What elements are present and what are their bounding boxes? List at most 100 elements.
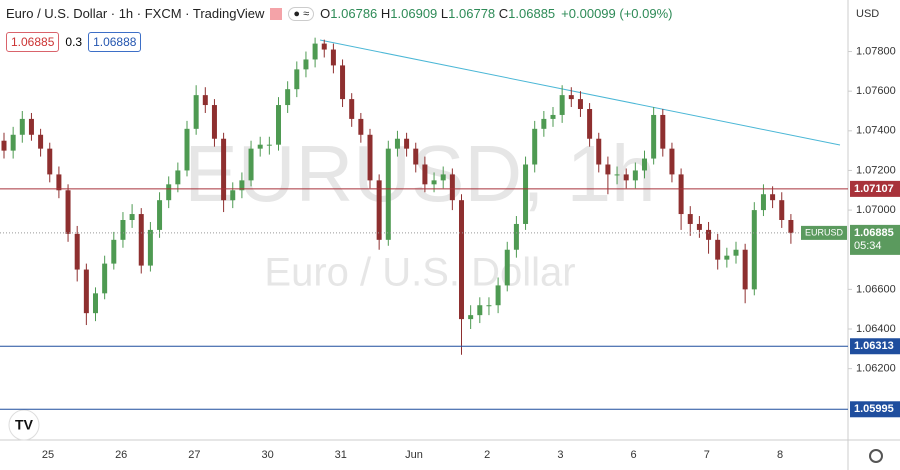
- candle-body: [523, 164, 529, 224]
- last-price-tag: [850, 224, 900, 255]
- ohlc-label: L: [440, 6, 449, 21]
- candle-body: [330, 49, 336, 66]
- status: ● ≈: [288, 6, 315, 21]
- candle-body: [422, 164, 428, 185]
- ohlc-value: 1.06778: [448, 6, 496, 21]
- x-tick-label: 3: [557, 449, 563, 461]
- candle-body: [239, 180, 245, 191]
- candle-body: [93, 293, 98, 314]
- candle-body: [56, 174, 62, 191]
- candle-body: [632, 170, 638, 181]
- last-price-label: 1.06885: [854, 227, 894, 239]
- candle-body: [211, 105, 217, 139]
- candle-body: [696, 223, 702, 230]
- candle-body: [733, 249, 739, 256]
- candle-body: [623, 174, 629, 181]
- candle-body: [312, 43, 318, 60]
- candle-body: [440, 174, 446, 181]
- candle-body: [358, 118, 364, 135]
- y-tick-label: 1.07000: [856, 204, 896, 216]
- candle-body: [477, 305, 483, 316]
- candle-body: [266, 144, 272, 146]
- candle-body: [550, 114, 556, 119]
- candle-body: [751, 210, 757, 290]
- candle-body: [1, 140, 7, 151]
- ohlc-label: C: [498, 6, 509, 21]
- candle-body: [10, 134, 16, 151]
- candle-body: [230, 190, 236, 201]
- candle-body: [513, 223, 519, 250]
- x-tick-label: 26: [115, 449, 127, 461]
- x-tick-label: 30: [261, 449, 273, 461]
- y-tick-label: 1.06600: [856, 283, 896, 295]
- candle-body: [605, 164, 611, 175]
- candle-body: [65, 190, 71, 234]
- price-tag-label: 1.07107: [854, 183, 894, 195]
- candle-body: [788, 220, 794, 233]
- candle-body: [303, 59, 309, 70]
- candle-body: [367, 134, 373, 181]
- candle-body: [651, 114, 657, 159]
- y-tick-label: 1.07200: [856, 164, 896, 176]
- candle-body: [285, 89, 291, 106]
- candle-body: [120, 220, 126, 240]
- candle-body: [742, 249, 748, 290]
- candle-body: [221, 138, 227, 201]
- candle-body: [504, 249, 510, 286]
- ohlc-label: H: [380, 6, 391, 21]
- x-tick-label: 8: [777, 449, 783, 461]
- ohlc-value: 1.06786: [330, 6, 378, 21]
- price-tag: [850, 180, 900, 197]
- candle-body: [587, 109, 593, 139]
- candle-body: [376, 180, 382, 240]
- settings-icon[interactable]: [869, 449, 883, 463]
- candle-body: [28, 118, 34, 135]
- candle-body: [166, 184, 172, 201]
- x-tick-label: 7: [704, 449, 710, 461]
- candle-body: [577, 99, 583, 110]
- candle-body: [83, 269, 89, 314]
- change: +0.00099 (+0.09%): [561, 6, 673, 21]
- candle-body: [706, 229, 712, 240]
- candle-body: [111, 239, 117, 264]
- candle-body: [202, 95, 208, 106]
- candle-body: [385, 148, 391, 240]
- symbol-tag-label: EURUSD: [805, 227, 844, 237]
- candle-body: [779, 200, 785, 220]
- x-tick-label: 31: [335, 449, 347, 461]
- buy-button[interactable]: 1.06888: [88, 32, 142, 52]
- candle-body: [157, 200, 163, 230]
- y-tick-label: 1.07400: [856, 125, 896, 137]
- countdown: 05:34: [854, 240, 882, 252]
- x-tick-label: 27: [188, 449, 200, 461]
- candle-body: [349, 99, 355, 119]
- candle-body: [47, 148, 53, 175]
- candle-body: [248, 148, 254, 181]
- candle-body: [394, 138, 400, 149]
- candle-body: [559, 95, 565, 115]
- ohlc-value: 1.06885: [508, 6, 556, 21]
- candles: [1, 37, 794, 355]
- ohlc-label: O: [320, 6, 331, 21]
- candle-body: [193, 95, 199, 129]
- candle-body: [715, 239, 721, 260]
- candle-body: [468, 315, 474, 320]
- candle-body: [184, 128, 190, 171]
- watermark-subtitle: Euro / U.S. Dollar: [264, 251, 575, 295]
- candle-body: [294, 69, 300, 90]
- candle-body: [404, 138, 410, 149]
- tv-logo: TV: [8, 409, 40, 441]
- sell-button[interactable]: 1.06885: [6, 32, 60, 52]
- candle-body: [276, 105, 281, 145]
- price-tag: [850, 401, 900, 418]
- candle-body: [678, 174, 684, 215]
- x-tick-label: 25: [42, 449, 54, 461]
- candle-body: [321, 43, 327, 50]
- candle-body: [532, 128, 538, 165]
- candle-body: [669, 148, 675, 175]
- price-tag: [850, 338, 900, 355]
- candle-body: [257, 144, 263, 149]
- candle-body: [541, 118, 547, 129]
